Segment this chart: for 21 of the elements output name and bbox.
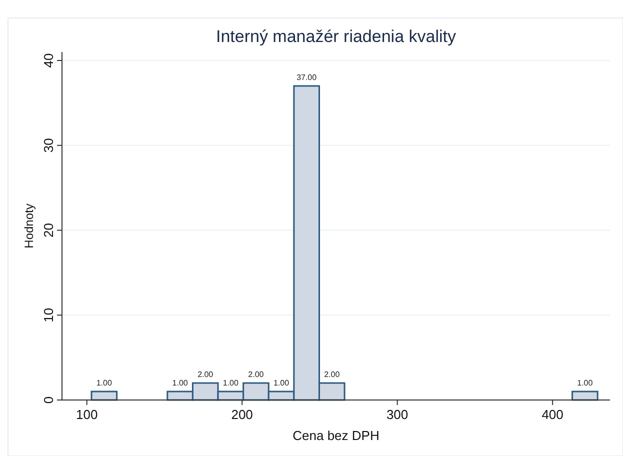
chart-title: Interný manažér riadenia kvality: [216, 27, 456, 46]
data-label: 1.00: [577, 378, 594, 388]
data-label: 2.00: [198, 370, 214, 380]
y-tick-label: 40: [41, 53, 56, 68]
y-axis-title: Hodnoty: [22, 204, 36, 248]
data-label: 37.00: [296, 72, 318, 82]
data-label: 2.00: [324, 370, 340, 380]
data-label: 1.00: [222, 378, 239, 388]
data-label: 1.00: [273, 378, 290, 388]
data-label: 1.00: [96, 378, 112, 388]
y-tick-label: 0: [41, 396, 56, 404]
y-tick-label: 30: [41, 138, 56, 153]
x-tick-label: 100: [76, 407, 98, 422]
x-tick-label: 400: [542, 407, 564, 422]
y-tick-label: 20: [41, 223, 56, 238]
data-label: 1.00: [172, 378, 188, 388]
y-tick-label: 10: [41, 308, 56, 322]
x-tick-label: 300: [386, 407, 408, 422]
x-axis-title: Cena bez DPH: [292, 428, 380, 443]
data-label: 2.00: [248, 370, 264, 380]
x-tick-label: 200: [231, 407, 253, 422]
